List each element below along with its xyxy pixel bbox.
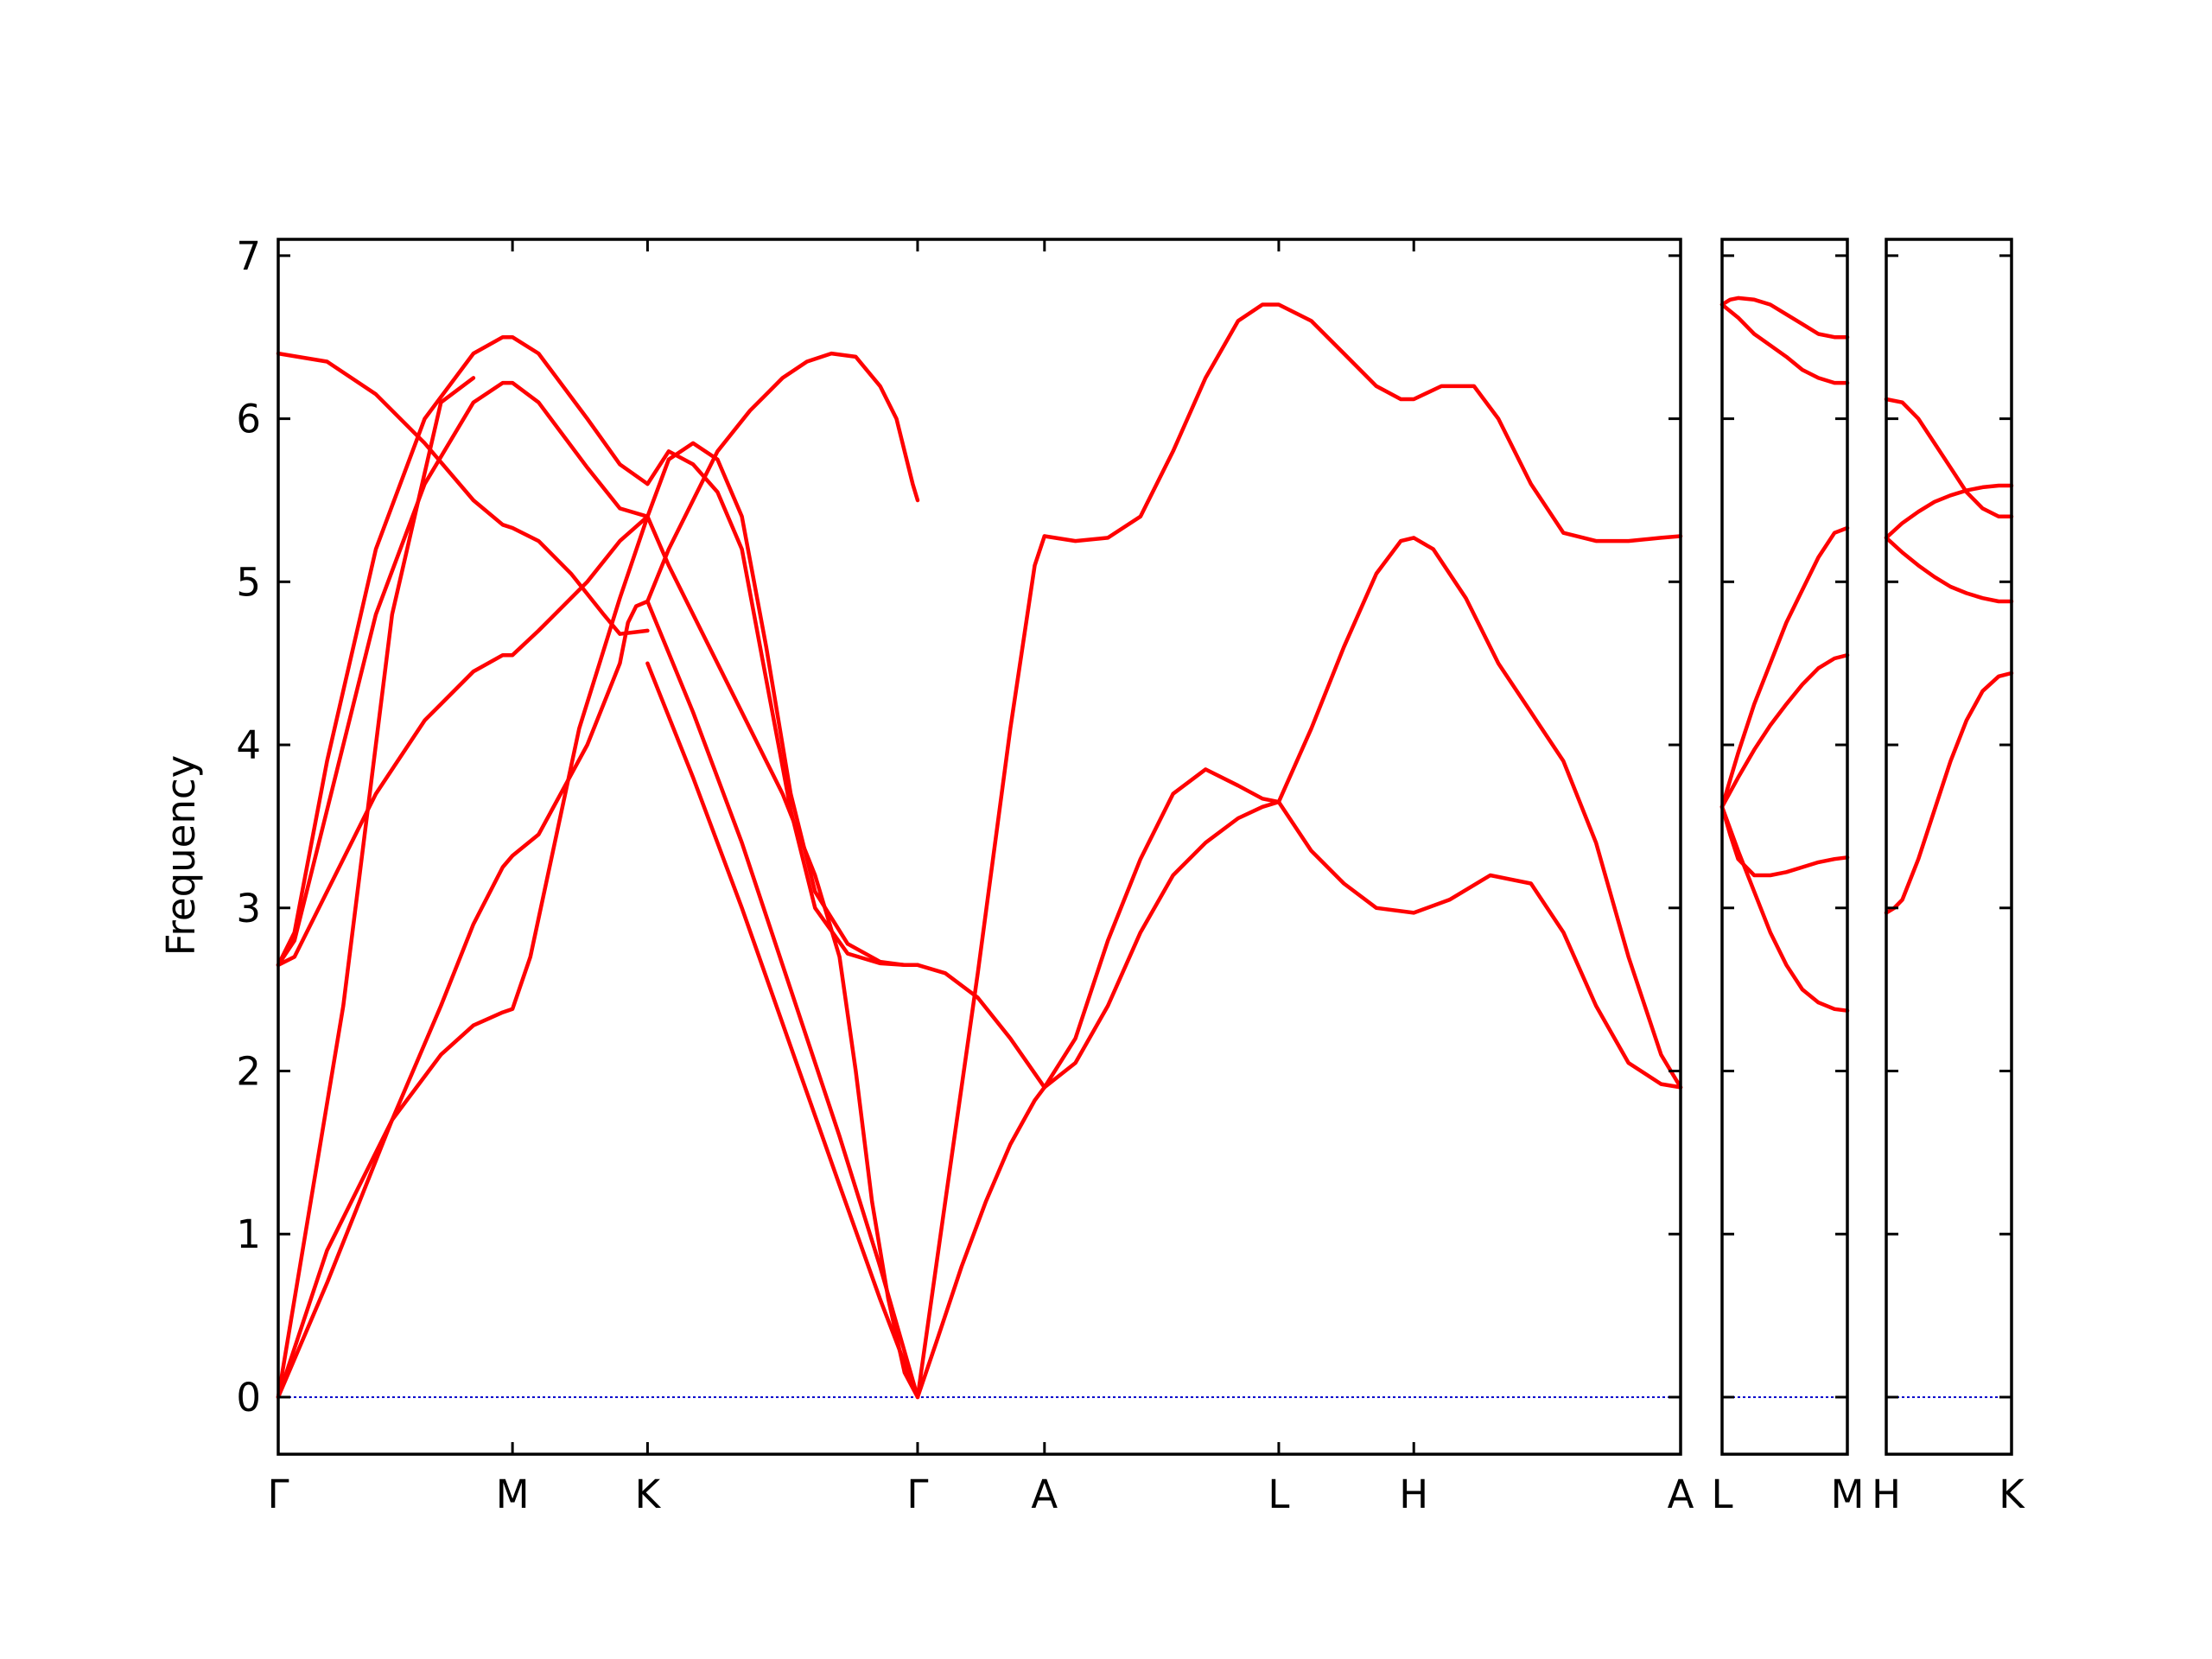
band-line-6 bbox=[1719, 804, 1850, 1013]
band-line-14 bbox=[915, 1085, 1047, 1400]
x-tick-label-A: A bbox=[1668, 1471, 1694, 1517]
band-line-19 bbox=[1276, 536, 1683, 1090]
x-tick-label-Γ: Γ bbox=[267, 1471, 289, 1517]
band-line-20 bbox=[1276, 799, 1683, 1090]
band-line-2 bbox=[1719, 302, 1850, 385]
panel-frame bbox=[1720, 238, 1849, 1456]
band-line-17 bbox=[1042, 767, 1281, 1090]
band-line-13 bbox=[645, 449, 920, 968]
y-tick-label-4: 4 bbox=[236, 722, 261, 768]
band-line-2 bbox=[1884, 483, 2014, 540]
y-tick-label-3: 3 bbox=[236, 886, 261, 931]
band-line-3 bbox=[1884, 536, 2014, 604]
panel-1: Γ M K Γ A L H A 0 1 2 3 4 5 6 7 bbox=[236, 233, 1694, 1517]
band-line-1 bbox=[1719, 296, 1850, 340]
y-tick-label-7: 7 bbox=[236, 233, 261, 279]
band-line-18 bbox=[1042, 799, 1281, 1090]
band-line-7 bbox=[276, 376, 476, 1400]
x-tick-label-Γ: Γ bbox=[906, 1471, 928, 1517]
band-line-5 bbox=[276, 334, 650, 968]
band-line-2 bbox=[276, 599, 650, 1400]
panel-frame bbox=[276, 238, 1682, 1456]
band-line-8 bbox=[645, 599, 920, 1400]
y-tick-label-0: 0 bbox=[236, 1375, 261, 1421]
band-line-4 bbox=[1719, 652, 1850, 810]
band-line-4 bbox=[1884, 671, 2014, 915]
x-tick-label-M: M bbox=[1831, 1471, 1865, 1517]
band-line-6 bbox=[276, 351, 650, 636]
band-line-5 bbox=[1719, 804, 1850, 878]
x-tick-label-K: K bbox=[1999, 1471, 2025, 1517]
x-tick-label-A: A bbox=[1031, 1471, 1058, 1517]
band-line-3 bbox=[276, 514, 650, 968]
y-axis-label: Frequency bbox=[158, 755, 204, 956]
x-tick-label-K: K bbox=[635, 1471, 662, 1517]
y-tick-label-2: 2 bbox=[236, 1048, 261, 1094]
band-line-3 bbox=[1719, 525, 1850, 810]
x-tick-label-L: L bbox=[1711, 1471, 1732, 1517]
band-line-16 bbox=[915, 963, 1047, 1090]
x-tick-label-H: H bbox=[1872, 1471, 1901, 1517]
x-tick-label-L: L bbox=[1268, 1471, 1289, 1517]
band-line-9 bbox=[645, 661, 920, 1400]
x-tick-label-M: M bbox=[496, 1471, 530, 1517]
band-line-1 bbox=[1884, 397, 2014, 519]
band-line-21 bbox=[1042, 302, 1683, 543]
band-line-4 bbox=[276, 380, 650, 968]
panel-frame bbox=[1885, 238, 2013, 1456]
y-tick-label-5: 5 bbox=[236, 559, 261, 605]
band-line-15 bbox=[915, 534, 1047, 1400]
x-tick-label-H: H bbox=[1399, 1471, 1428, 1517]
y-tick-label-6: 6 bbox=[236, 397, 261, 442]
y-tick-label-1: 1 bbox=[236, 1211, 261, 1257]
band-line-11 bbox=[645, 351, 920, 604]
band-line-10 bbox=[645, 514, 920, 1400]
band-line-1 bbox=[276, 514, 650, 1400]
